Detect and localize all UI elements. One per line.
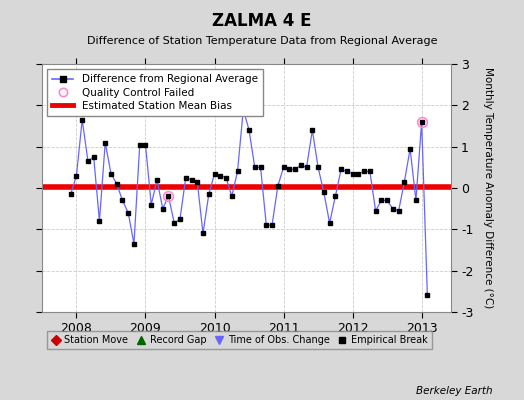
Text: ZALMA 4 E: ZALMA 4 E: [212, 12, 312, 30]
Legend: Difference from Regional Average, Quality Control Failed, Estimated Station Mean: Difference from Regional Average, Qualit…: [47, 69, 263, 116]
Y-axis label: Monthly Temperature Anomaly Difference (°C): Monthly Temperature Anomaly Difference (…: [483, 67, 493, 309]
Legend: Station Move, Record Gap, Time of Obs. Change, Empirical Break: Station Move, Record Gap, Time of Obs. C…: [47, 331, 432, 349]
Text: Difference of Station Temperature Data from Regional Average: Difference of Station Temperature Data f…: [87, 36, 437, 46]
Text: Berkeley Earth: Berkeley Earth: [416, 386, 493, 396]
